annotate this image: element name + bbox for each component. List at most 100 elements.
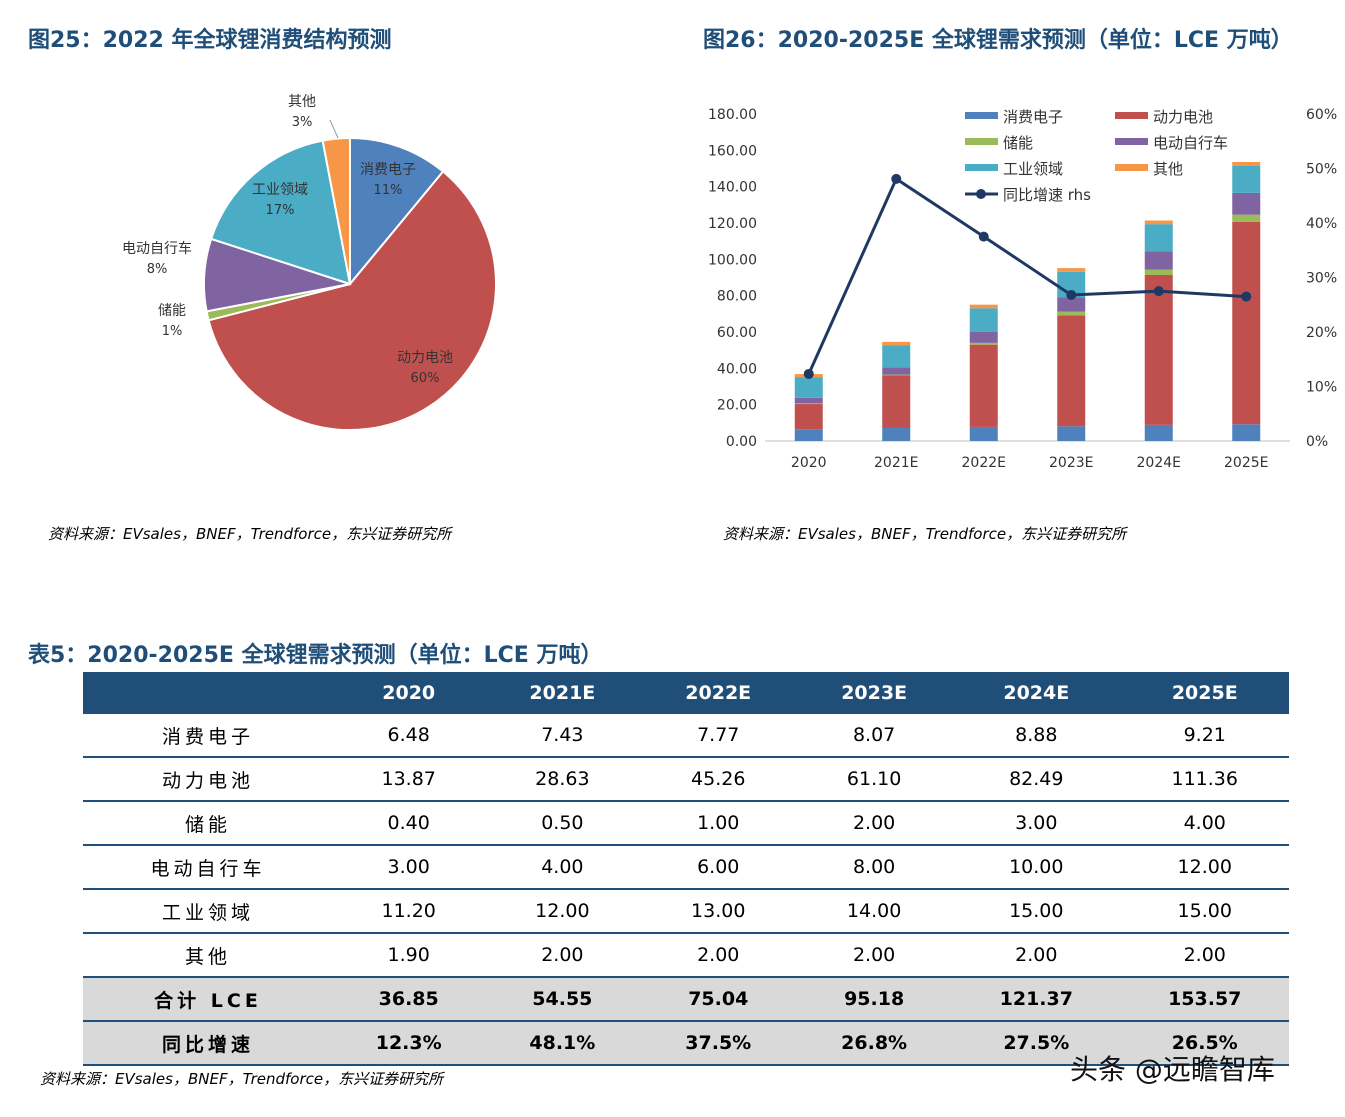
x-axis-tick-label: 2020	[791, 455, 827, 471]
table-cell: 2.00	[796, 933, 953, 978]
table-cell: 54.55	[484, 977, 641, 1022]
bar-segment	[882, 341, 911, 346]
legend-swatch	[1115, 164, 1148, 171]
growth-point	[1153, 286, 1164, 297]
table-cell: 8.88	[952, 714, 1121, 758]
pie-slice-percent: 11%	[374, 183, 403, 198]
legend-swatch	[965, 164, 998, 171]
stacked-bar-chart: 0.00 20.00 40.00 60.00 80.00 100.00 120.00 140.…	[708, 107, 1337, 471]
table-header-cell: 2022E	[640, 672, 797, 714]
table-cell: 61.10	[796, 757, 953, 802]
y-axis-tick-label: 40.00	[717, 361, 757, 377]
table-cell: 3.00	[333, 845, 485, 890]
pie-slice-label: 其他	[288, 94, 316, 110]
pie-slice-label: 工业领域	[252, 182, 308, 198]
pie-slice	[349, 136, 445, 287]
table-cell: 36.85	[333, 977, 485, 1022]
pie-slice-percent: 60%	[411, 371, 440, 386]
x-axis-tick-label: 2022E	[962, 455, 1006, 471]
y-axis-tick-label: 120.00	[708, 216, 757, 232]
table-cell: 12.00	[484, 889, 641, 934]
table-cell: 75.04	[640, 977, 797, 1022]
table-body: 消费电子 6.48 7.43 7.77 8.07 8.88 9.21 动力电池 13.87 28.…	[83, 714, 1289, 1066]
table-cell: 45.26	[640, 757, 797, 802]
table-cell: 12.3%	[333, 1021, 485, 1066]
bar-segment	[969, 304, 998, 309]
table-row: 电动自行车 3.00 4.00 6.00 8.00 10.00 12.00	[83, 845, 1289, 890]
bar-segment	[1144, 220, 1173, 225]
table-cell: 12.00	[1120, 845, 1289, 890]
bar-segment	[1057, 297, 1086, 312]
y2-axis-tick-label: 60%	[1306, 107, 1337, 123]
table-cell: 0.50	[484, 801, 641, 846]
y-axis-tick-label: 100.00	[708, 252, 757, 268]
bar-segment	[794, 404, 823, 430]
table-cell: 95.18	[796, 977, 953, 1022]
legend-label: 消费电子	[1003, 108, 1063, 126]
table-cell: 9.21	[1120, 714, 1289, 758]
pie-leader-line	[329, 119, 339, 139]
table-cell: 48.1%	[484, 1021, 641, 1066]
bar-segment	[794, 397, 823, 404]
table-cell: 2.00	[1120, 933, 1289, 978]
fig25-source: 资料来源：EVsales，BNEF，Trendforce，东兴证券研究所	[48, 525, 452, 543]
pie-slice-label: 消费电子	[360, 162, 416, 178]
table-header-cell: 2024E	[952, 672, 1121, 714]
bar-segment	[1144, 424, 1173, 441]
bar-segment	[969, 426, 998, 441]
watermark: 头条 @远瞻智库	[1070, 1053, 1275, 1086]
table-cell: 26.8%	[796, 1021, 953, 1066]
table-cell: 6.48	[333, 714, 485, 758]
growth-point	[1241, 291, 1252, 302]
table-cell: 2.00	[484, 933, 641, 978]
growth-point	[1066, 289, 1077, 300]
bar-segment	[1232, 162, 1261, 166]
legend-swatch	[1115, 112, 1148, 119]
table-cell: 15.00	[1120, 889, 1289, 934]
bar-segment	[794, 377, 823, 398]
table-cell: 37.5%	[640, 1021, 797, 1066]
table-cell: 2.00	[952, 933, 1121, 978]
bar-segment	[794, 429, 823, 441]
table-cell: 4.00	[484, 845, 641, 890]
bar-segment	[1057, 311, 1086, 316]
table-cell: 7.77	[640, 714, 797, 758]
bar-segment	[794, 403, 823, 405]
y-axis-tick-label: 140.00	[708, 180, 757, 196]
y2-axis-tick-label: 40%	[1306, 216, 1337, 232]
table-cell: 2.00	[796, 801, 953, 846]
bar-segment	[1232, 192, 1261, 215]
bar-segment	[882, 367, 911, 375]
y-axis-tick-label: 0.00	[726, 434, 757, 450]
y2-axis-tick-label: 50%	[1306, 162, 1337, 178]
y-axis-tick-label: 20.00	[717, 398, 757, 414]
table-cell: 13.00	[640, 889, 797, 934]
y2-axis-tick-label: 20%	[1306, 325, 1337, 341]
bar-segment	[882, 345, 911, 368]
legend-swatch	[965, 112, 998, 119]
table-row: 同比增速 12.3% 48.1% 37.5% 26.8% 27.5% 26.5%	[83, 1021, 1289, 1066]
table-cell: 8.07	[796, 714, 953, 758]
pie-slice	[321, 136, 351, 285]
table-cell: 3.00	[952, 801, 1121, 846]
table-row: 合计 LCE 36.85 54.55 75.04 95.18 121.37 153.57	[83, 977, 1289, 1022]
bar-segment	[1144, 269, 1173, 276]
legend-swatch	[965, 138, 998, 145]
fig26-title: 图26：2020-2025E 全球锂需求预测（单位：LCE 万吨）	[703, 28, 1293, 53]
pie-slice	[209, 139, 352, 286]
table-row: 消费电子 6.48 7.43 7.77 8.07 8.88 9.21	[83, 714, 1289, 758]
table-row-label: 工业领域	[83, 889, 333, 934]
pie-slice-label: 动力电池	[397, 350, 453, 366]
table5-title: 表5：2020-2025E 全球锂需求预测（单位：LCE 万吨）	[28, 643, 603, 668]
table-row: 储能 0.40 0.50 1.00 2.00 3.00 4.00	[83, 801, 1289, 846]
bar-segment	[1057, 268, 1086, 272]
table-row-label: 储能	[83, 801, 333, 846]
bar-segment	[882, 374, 911, 376]
pie-slice	[207, 170, 497, 431]
y-axis-tick-label: 80.00	[717, 289, 757, 305]
pie-slice-label: 储能	[158, 303, 186, 319]
legend-label: 同比增速 rhs	[1003, 186, 1091, 204]
table-cell: 10.00	[952, 845, 1121, 890]
x-axis-tick-label: 2025E	[1224, 455, 1268, 471]
table-cell: 7.43	[484, 714, 641, 758]
